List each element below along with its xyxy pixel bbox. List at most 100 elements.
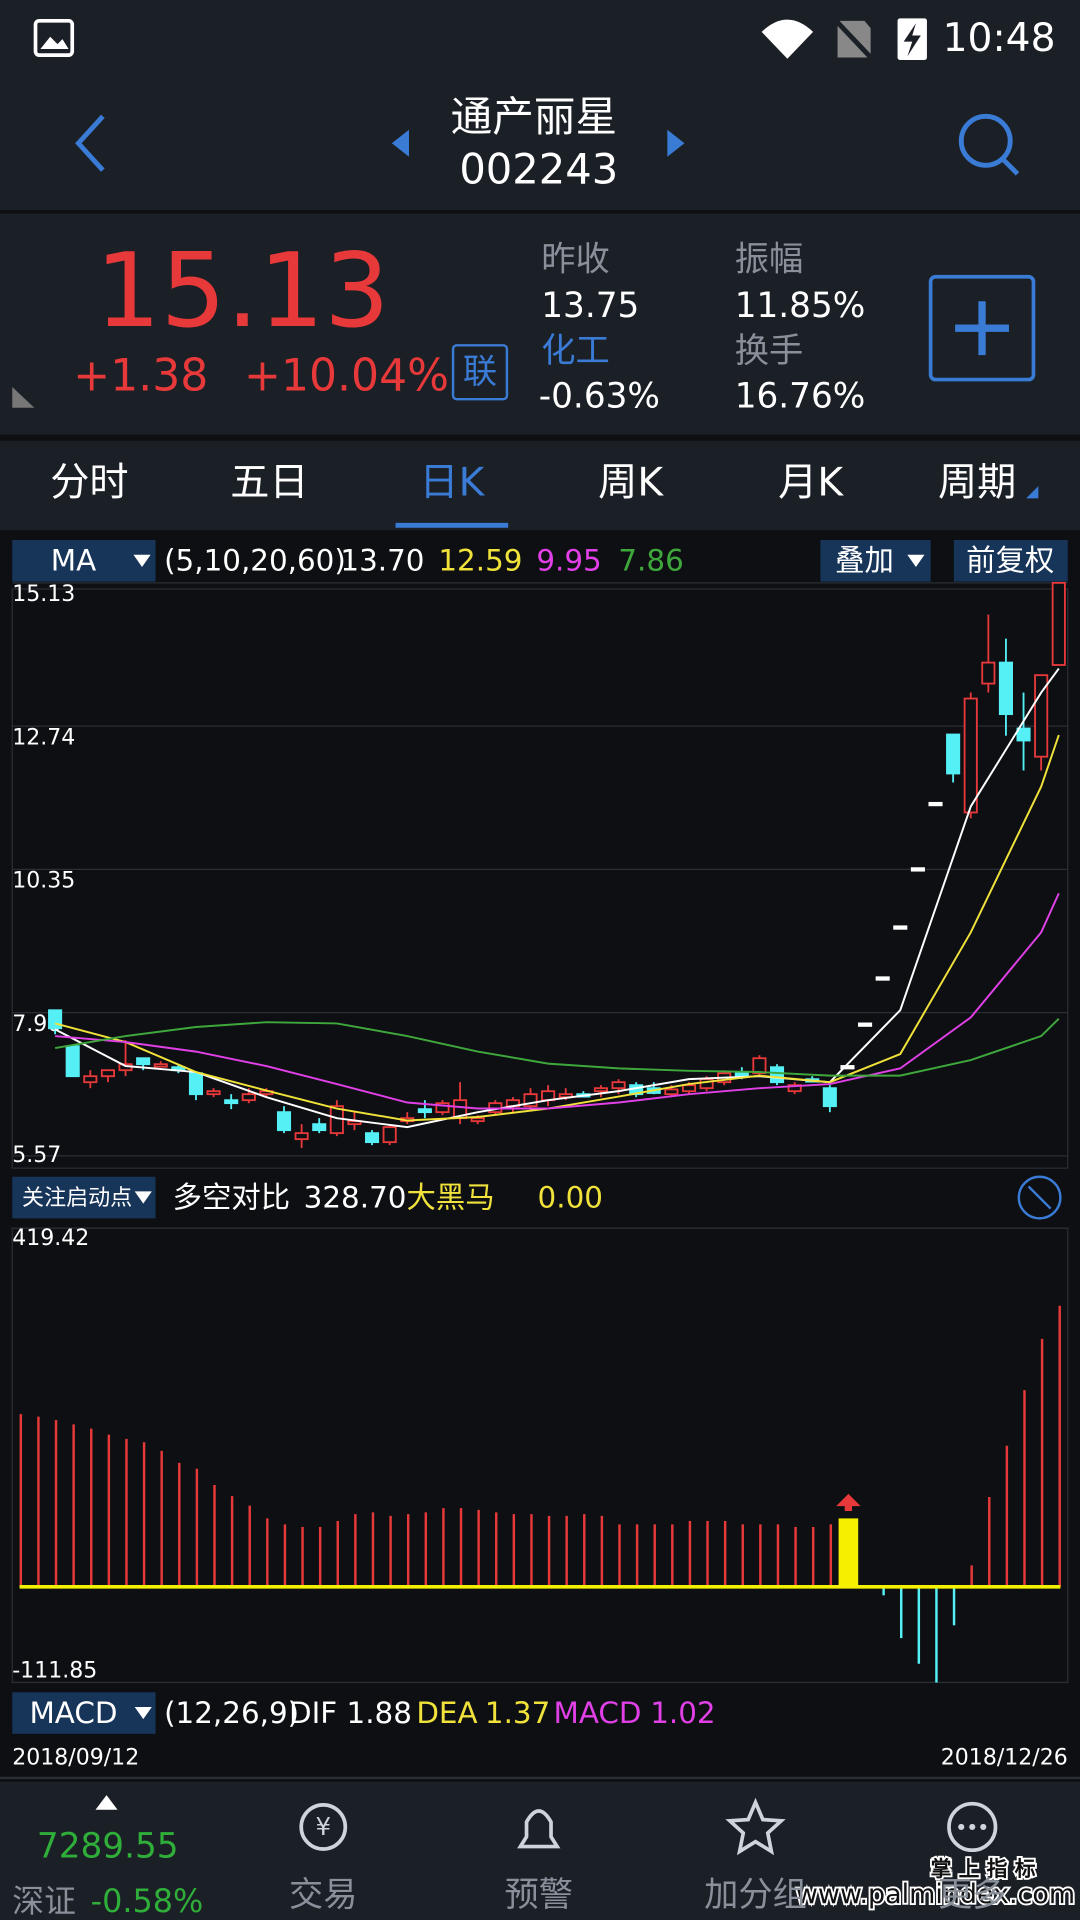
- sector-label[interactable]: 化工: [541, 331, 610, 371]
- link-tag[interactable]: 联: [463, 352, 497, 392]
- sub-frame: [11, 1227, 1069, 1684]
- signal-arrow: [836, 1493, 861, 1512]
- candle-body: [822, 1087, 837, 1108]
- price-change: +1.38: [73, 350, 208, 401]
- tab[interactable]: 日K: [419, 460, 485, 505]
- price: 15.13: [95, 232, 389, 351]
- candle-body: [981, 661, 996, 685]
- bottom-nav: [0, 1781, 1080, 1920]
- stat-value: -0.63%: [539, 376, 660, 416]
- overlay-label[interactable]: 叠加: [835, 544, 894, 578]
- candle-body: [65, 1045, 80, 1078]
- candle-body: [276, 1111, 292, 1132]
- dropdown-arrow: [133, 554, 151, 567]
- candle-body: [188, 1072, 204, 1096]
- link-tag-box[interactable]: [451, 344, 509, 401]
- tab[interactable]: 五日: [230, 460, 308, 505]
- stat-value: 13.75: [541, 286, 639, 326]
- candle-body: [893, 925, 908, 930]
- candle-body: [1016, 727, 1031, 742]
- stock-name: 通产丽星: [451, 92, 618, 141]
- ma-line: [54, 1017, 1060, 1077]
- index-toggle[interactable]: [95, 1795, 118, 1810]
- next-stock[interactable]: [667, 129, 685, 157]
- stat-label: 昨收: [541, 239, 610, 279]
- ma-value: 7.86: [618, 544, 683, 578]
- candle-body: [206, 1090, 221, 1096]
- index-name: 深证: [12, 1882, 76, 1920]
- kline-frame: [11, 588, 1069, 1169]
- indicator-select[interactable]: [12, 1176, 156, 1219]
- candle-body: [963, 697, 978, 814]
- candle-body: [910, 867, 925, 872]
- dropdown-arrow: [134, 1706, 152, 1720]
- candle-body: [1034, 674, 1049, 758]
- corner-mark: [12, 386, 35, 408]
- sub-item-label: 多空对比: [173, 1180, 291, 1214]
- macd-params: (12,26,9): [164, 1696, 299, 1730]
- tab[interactable]: 月K: [778, 460, 844, 505]
- prev-stock[interactable]: [391, 129, 409, 157]
- indicator-select[interactable]: [12, 1692, 156, 1734]
- add-button[interactable]: [928, 274, 1036, 382]
- indicator-name[interactable]: 关注启动点: [22, 1186, 132, 1211]
- nav-label[interactable]: 预警: [505, 1875, 574, 1915]
- adjust-label[interactable]: 前复权: [966, 544, 1054, 578]
- sub-item-value: 0.00: [538, 1180, 603, 1214]
- y-tick-label: 419.42: [12, 1226, 89, 1251]
- macd-value: 1.37: [485, 1696, 550, 1730]
- sub-item-value: 328.70: [304, 1180, 407, 1214]
- y-tick-label: -111.85: [12, 1658, 97, 1683]
- macd-label: DIF: [289, 1696, 337, 1730]
- stat-value: 16.76%: [735, 376, 866, 416]
- tab[interactable]: 周期: [938, 460, 1016, 505]
- index-value: 7289.55: [37, 1826, 179, 1866]
- candle-body: [435, 1102, 450, 1114]
- nav-label[interactable]: 加分组: [704, 1875, 807, 1915]
- nav-label[interactable]: 更多: [938, 1875, 1007, 1915]
- tab[interactable]: 周K: [598, 460, 664, 505]
- candle-body: [153, 1063, 168, 1068]
- index-change: -0.58%: [91, 1882, 204, 1920]
- y-tick-label: 15.13: [12, 582, 75, 607]
- ma-line: [54, 734, 1060, 1122]
- candle-body: [83, 1075, 98, 1084]
- candle-body: [382, 1126, 397, 1144]
- candle-body: [224, 1099, 239, 1105]
- expand-button[interactable]: [1017, 1175, 1062, 1220]
- indicator-name[interactable]: MACD: [29, 1696, 117, 1730]
- candle-body: [136, 1057, 151, 1066]
- nav-label[interactable]: 交易: [289, 1875, 358, 1915]
- back-button[interactable]: [75, 114, 105, 172]
- stat-label: 换手: [735, 331, 804, 371]
- indicator-name[interactable]: MA: [51, 544, 96, 578]
- search-button[interactable]: [958, 113, 1020, 176]
- candle-body: [769, 1066, 785, 1084]
- candle-body: [734, 1072, 749, 1078]
- macd-label: MACD: [553, 1696, 641, 1730]
- indicator-select[interactable]: [12, 540, 156, 582]
- start-date: 2018/09/12: [12, 1745, 139, 1770]
- macd-value: 1.88: [347, 1696, 412, 1730]
- stat-label: 振幅: [735, 239, 804, 279]
- macd-value: 1.02: [650, 1696, 715, 1730]
- status-icons: [33, 15, 927, 63]
- candle-body: [593, 1087, 608, 1093]
- watermark-url: www.palmindex.com: [796, 1879, 1075, 1910]
- adjust-select[interactable]: [953, 540, 1068, 582]
- candle-body: [998, 661, 1013, 716]
- ma-params: (5,10,20,60): [164, 544, 346, 578]
- candle-body: [664, 1088, 679, 1096]
- watermark-title: 掌 上 指 标: [931, 1857, 1036, 1881]
- candle-body: [100, 1069, 115, 1078]
- ma-line: [54, 667, 1060, 1129]
- status-time: 10:48: [943, 16, 1056, 61]
- icon-glyph: ¥: [315, 1812, 331, 1841]
- stock-code: 002243: [459, 145, 618, 194]
- tab-underline: [395, 522, 509, 528]
- candle-body: [858, 1022, 873, 1027]
- candle-body: [1051, 581, 1066, 666]
- tab[interactable]: 分时: [50, 460, 128, 505]
